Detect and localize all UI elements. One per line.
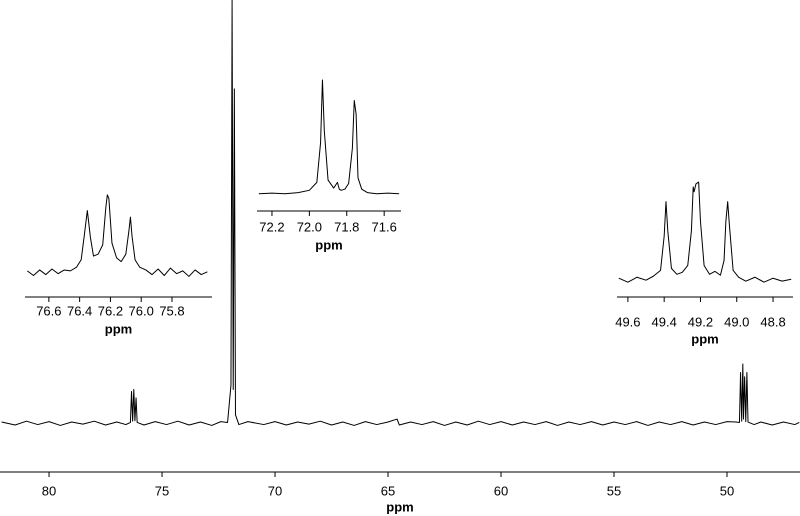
x-tick-label: 48.8 [760, 314, 785, 329]
x-tick-label: 75.8 [159, 303, 184, 318]
x-tick-label: 72.2 [259, 219, 284, 234]
x-tick-label: 76.4 [67, 303, 92, 318]
x-axis-label: ppm [105, 321, 132, 336]
x-tick-label: 76.0 [129, 303, 154, 318]
x-tick-label: 55 [607, 483, 621, 498]
x-tick-label: 49.6 [615, 314, 640, 329]
x-tick-label: 50 [720, 483, 734, 498]
spectrum-line [258, 79, 400, 195]
x-tick-label: 76.6 [36, 303, 61, 318]
x-tick-label: 71.8 [334, 219, 359, 234]
spectrum-line [27, 194, 208, 277]
x-tick-label: 71.6 [372, 219, 397, 234]
x-axis-label: ppm [691, 331, 718, 346]
x-axis-label: ppm [386, 499, 413, 514]
x-tick-label: 60 [494, 483, 508, 498]
x-axis-label: ppm [315, 237, 342, 252]
x-tick-label: 75 [155, 483, 169, 498]
x-tick-label: 65 [381, 483, 395, 498]
x-tick-label: 49.2 [688, 314, 713, 329]
spectrum-line [1, 0, 800, 426]
x-tick-label: 80 [42, 483, 56, 498]
x-tick-label: 49.0 [724, 314, 749, 329]
x-tick-label: 72.0 [297, 219, 322, 234]
x-tick-label: 70 [268, 483, 282, 498]
x-tick-label: 76.2 [98, 303, 123, 318]
spectrum-line [618, 181, 792, 283]
x-tick-label: 49.4 [652, 314, 677, 329]
